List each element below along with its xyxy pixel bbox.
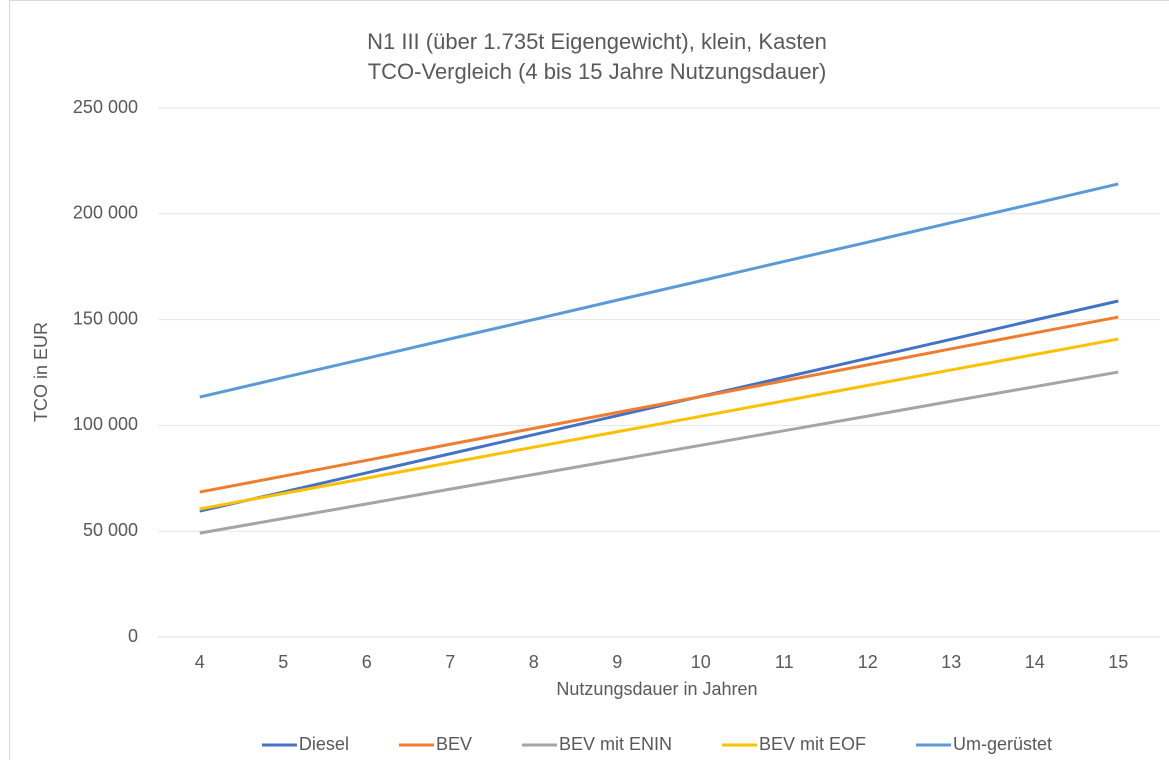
x-tick-label: 9 <box>612 652 622 672</box>
line-series <box>199 315 1119 494</box>
x-axis-label: Nutzungsdauer in Jahren <box>556 679 757 699</box>
legend-label: BEV mit EOF <box>759 734 866 754</box>
y-axis-label: TCO in EUR <box>31 322 51 422</box>
x-tick-label: 6 <box>362 652 372 672</box>
y-tick-label: 150 000 <box>73 308 138 328</box>
legend-label: BEV mit ENIN <box>559 734 672 754</box>
x-tick-label: 15 <box>1108 652 1128 672</box>
chart-subtitle: TCO-Vergleich (4 bis 15 Jahre Nutzungsda… <box>368 59 827 84</box>
y-tick-label: 0 <box>128 626 138 646</box>
legend-label: BEV <box>436 734 472 754</box>
y-tick-label: 250 000 <box>73 97 138 117</box>
chart-title: N1 III (über 1.735t Eigengewicht), klein… <box>367 29 827 54</box>
legend-label: Diesel <box>299 734 349 754</box>
x-tick-label: 14 <box>1025 652 1045 672</box>
line-series <box>199 370 1119 535</box>
legend-label: Um-gerüstet <box>953 734 1052 754</box>
line-series <box>199 182 1119 399</box>
x-tick-label: 8 <box>529 652 539 672</box>
y-tick-label: 200 000 <box>73 203 138 223</box>
x-tick-label: 11 <box>775 652 794 672</box>
line-series <box>199 337 1119 511</box>
y-tick-label: 100 000 <box>73 414 138 434</box>
x-tick-label: 12 <box>858 652 878 672</box>
x-tick-label: 5 <box>278 652 288 672</box>
y-tick-label: 50 000 <box>83 520 138 540</box>
x-tick-label: 10 <box>691 652 711 672</box>
x-tick-label: 4 <box>195 652 205 672</box>
x-tick-label: 7 <box>445 652 455 672</box>
chart-border <box>9 0 1169 760</box>
x-tick-label: 13 <box>941 652 961 672</box>
